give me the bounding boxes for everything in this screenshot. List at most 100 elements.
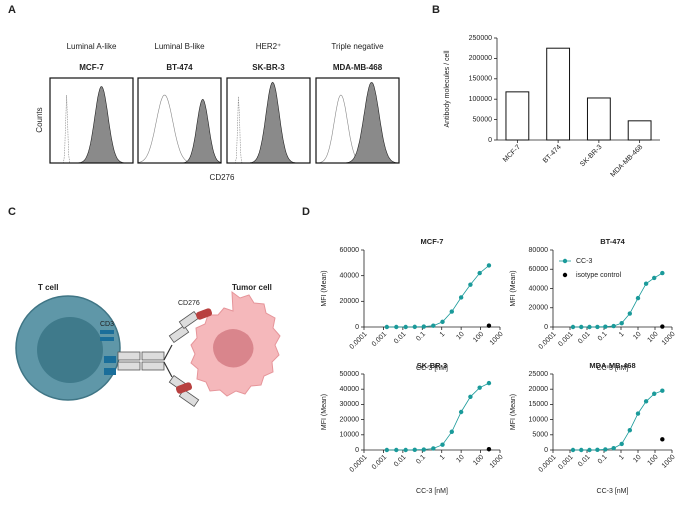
x-tick-label: 0.1 — [597, 454, 609, 466]
cd276-histogram — [138, 99, 222, 164]
x-axis-label: CD276 — [210, 173, 235, 182]
data-point — [660, 437, 665, 442]
data-point — [611, 323, 616, 329]
y-tick-label: 200000 — [469, 55, 492, 62]
data-point — [421, 447, 427, 452]
data-point — [652, 275, 657, 281]
bar — [586, 97, 611, 141]
x-tick-label: 100 — [472, 454, 485, 467]
x-tick-label: 0.01 — [577, 454, 592, 469]
series-line — [573, 390, 663, 451]
data-point — [403, 447, 408, 453]
data-point — [603, 324, 608, 329]
legend-marker — [562, 258, 568, 264]
data-point — [394, 447, 399, 453]
data-point — [384, 324, 390, 330]
data-point — [486, 447, 492, 452]
bar — [627, 120, 652, 141]
x-axis-label: CC-3 [nM] — [416, 488, 448, 495]
y-tick-label: 0 — [544, 324, 548, 331]
subtype-label: Triple negative — [331, 42, 384, 51]
x-axis-label: CC-3 [nM] — [597, 365, 629, 372]
y-tick-label: 40000 — [340, 273, 360, 280]
data-point — [619, 441, 624, 447]
antibody-domain — [168, 325, 190, 343]
x-tick-label: MCF-7 — [502, 144, 522, 164]
subtype-label: Luminal B-like — [154, 42, 205, 51]
cd3 — [100, 330, 114, 334]
x-tick-label: 0.0001 — [349, 454, 369, 474]
data-point — [595, 447, 600, 453]
data-point — [421, 324, 427, 329]
data-point — [449, 429, 454, 434]
y-tick-label: 50000 — [340, 371, 360, 378]
y-axis-label: MFI (Mean) — [321, 270, 328, 306]
legend-label: CC-3 — [576, 258, 592, 265]
x-tick-label: 1000 — [489, 454, 505, 470]
y-tick-label: 60000 — [340, 247, 360, 254]
cd3 — [104, 356, 116, 363]
x-tick-label: 10 — [455, 454, 466, 465]
series-line — [386, 382, 490, 451]
data-point — [440, 319, 445, 325]
histogram-frame — [137, 77, 222, 164]
data-point — [431, 323, 436, 328]
data-point — [579, 447, 584, 453]
x-tick-label: 100 — [472, 331, 485, 344]
data-point — [595, 324, 600, 330]
x-tick-label: 0.001 — [557, 331, 574, 348]
y-tick-label: 80000 — [529, 247, 549, 254]
t-cell-nucleus — [37, 317, 103, 383]
data-point — [486, 323, 492, 328]
y-tick-label: 0 — [544, 447, 548, 454]
x-axis-label: CC-3 [nM] — [597, 488, 629, 495]
chart-title: MDA-MB-468 — [589, 361, 635, 370]
x-tick-label: 0.001 — [371, 454, 388, 471]
bar — [505, 91, 530, 141]
data-point — [477, 270, 482, 276]
data-point — [458, 409, 464, 415]
y-tick-label: 100000 — [469, 96, 492, 103]
x-tick-label: 0.01 — [577, 331, 592, 346]
data-point — [587, 324, 592, 330]
cd3 — [100, 337, 114, 341]
data-point — [635, 295, 641, 301]
x-tick-label: SK-BR-3 — [579, 144, 604, 169]
cell-line-label: MCF-7 — [79, 63, 104, 72]
y-tick-label: 250000 — [469, 35, 492, 42]
x-tick-label: 10 — [455, 331, 466, 342]
panel-label: B — [432, 4, 440, 16]
antibody-domain — [117, 351, 141, 361]
y-tick-label: 40000 — [340, 386, 360, 393]
x-tick-label: 100 — [647, 331, 660, 344]
data-point — [440, 442, 445, 447]
label: CD3 — [100, 321, 114, 328]
panel-label: D — [302, 206, 310, 218]
data-point — [579, 324, 584, 330]
data-point — [643, 281, 649, 286]
x-tick-label: 0.01 — [393, 331, 408, 346]
x-tick-label: 1 — [439, 454, 447, 462]
data-point — [412, 447, 417, 453]
x-tick-label: 1 — [618, 454, 626, 462]
histogram-frame — [315, 77, 400, 164]
data-point — [394, 324, 399, 330]
cd3 — [104, 368, 116, 375]
series-line — [386, 265, 490, 328]
label: T cell — [38, 283, 58, 292]
linker — [163, 344, 173, 378]
antibody-domain — [141, 361, 165, 371]
histogram-frame — [49, 77, 134, 164]
data-point — [468, 282, 473, 287]
chart-title: MCF-7 — [421, 237, 444, 246]
x-tick-label: 0.0001 — [538, 331, 558, 351]
data-point — [458, 295, 464, 300]
cell-line-label: MDA-MB-468 — [333, 63, 383, 72]
data-point — [587, 447, 592, 453]
y-tick-label: 0 — [355, 324, 359, 331]
series-line — [573, 272, 663, 328]
data-point — [477, 385, 482, 390]
antibody-domain — [117, 361, 141, 371]
data-point — [660, 324, 665, 329]
